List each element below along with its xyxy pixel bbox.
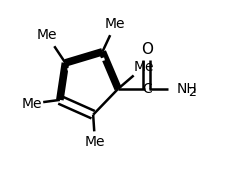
Text: 2: 2 <box>188 86 196 99</box>
Text: Me: Me <box>37 28 57 42</box>
Text: O: O <box>141 42 153 57</box>
Text: NH: NH <box>176 82 197 96</box>
Text: Me: Me <box>134 60 154 74</box>
Text: C: C <box>142 82 152 96</box>
Text: Me: Me <box>22 97 42 111</box>
Text: Me: Me <box>85 135 105 149</box>
Text: Me: Me <box>105 17 126 31</box>
